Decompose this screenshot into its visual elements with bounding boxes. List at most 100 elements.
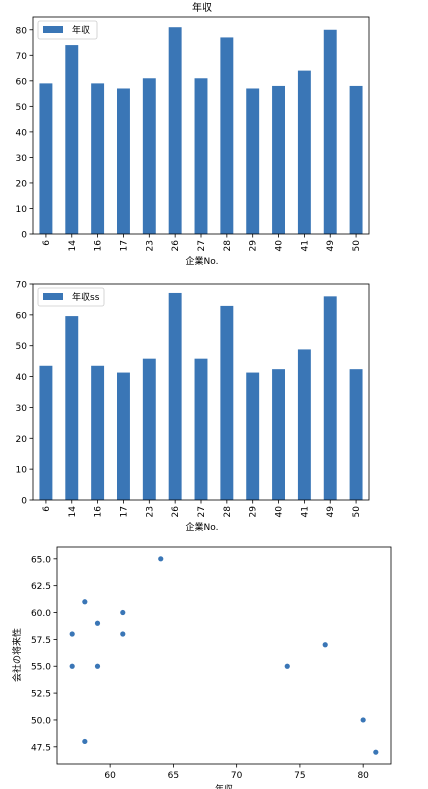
chart-3: 47.5 50.0 52.5 55.0 57.5 60.0 62.5 65.0 60 65 70 7… <box>11 546 392 789</box>
chart-2-bar <box>220 305 234 500</box>
chart-2: 0 10 20 30 40 50 60 70 6 14 16 17 23 26 27 28 29 40 41 49 5… <box>16 281 370 533</box>
chart-1-bar <box>168 27 182 235</box>
chart-1-x-tick-label: 17 <box>119 240 129 251</box>
chart-1-bar <box>117 88 130 234</box>
chart-3-y-tick-label: 47.5 <box>31 743 51 753</box>
chart-1-title: 年収 <box>192 1 212 14</box>
chart-2-bar <box>349 369 363 500</box>
chart-2-x-tick-label: 28 <box>223 506 233 518</box>
chart-3-point <box>284 663 290 669</box>
chart-1-bar <box>272 85 285 234</box>
chart-2-bar <box>39 365 53 500</box>
chart-1-y-tick-label: 20 <box>16 179 28 189</box>
chart-2-bar <box>117 372 130 500</box>
chart-3-point <box>94 620 101 626</box>
chart-3-point <box>373 749 379 755</box>
chart-3-point <box>322 642 328 648</box>
chart-3-x-tick-label: 65 <box>168 771 179 781</box>
chart-1-x-tick-label: 26 <box>171 240 181 252</box>
chart-1-y-tick-label: 60 <box>16 77 28 87</box>
chart-2-bar <box>194 358 208 500</box>
chart-2-y-tick-label: 20 <box>16 435 28 445</box>
chart-1-x-tick-label: 28 <box>223 240 233 252</box>
chart-1-x-label: 企業No. <box>186 255 219 267</box>
chart-2-y-axis: 0 10 20 30 40 50 60 70 <box>16 281 33 507</box>
chart-1-x-tick-label: 16 <box>94 240 104 252</box>
chart-2-x-tick-label: 23 <box>145 506 155 517</box>
chart-2-y-tick-label: 0 <box>21 497 27 507</box>
chart-1-legend: 年収 <box>37 20 98 40</box>
chart-1-y-tick-label: 10 <box>16 205 28 215</box>
chart-3-y-axis: 47.5 50.0 52.5 55.0 57.5 60.0 62.5 65.0 <box>31 555 57 753</box>
chart-2-legend-swatch <box>43 293 63 300</box>
chart-2-x-tick-label: 27 <box>197 506 207 517</box>
chart-3-point <box>158 556 164 562</box>
chart-1-x-tick-label: 50 <box>352 240 362 252</box>
chart-3-y-tick-label: 52.5 <box>31 690 51 700</box>
chart-3-y-tick-label: 55.0 <box>31 663 51 673</box>
chart-1-bar <box>297 70 311 235</box>
chart-3-point <box>120 609 126 616</box>
chart-1-legend-swatch <box>43 26 63 33</box>
chart-1-y-tick-label: 70 <box>16 52 28 62</box>
chart-3-point <box>82 599 88 605</box>
chart-3-x-tick-label: 70 <box>231 771 243 781</box>
chart-2-bar <box>142 358 156 500</box>
chart-3-point <box>82 738 88 745</box>
chart-1-x-axis: 6 14 16 17 23 26 27 28 29 40 41 49 50 <box>42 234 362 251</box>
chart-2-legend-box <box>37 287 105 307</box>
chart-1-y-tick-label: 40 <box>16 128 28 138</box>
chart-1-x-tick-label: 41 <box>300 240 310 251</box>
chart-3-y-label: 会社の将来性 <box>11 628 23 682</box>
chart-1-bar <box>91 83 105 235</box>
chart-1-y-tick-label: 0 <box>21 231 27 241</box>
chart-3-point <box>120 631 126 637</box>
chart-2-x-tick-label: 41 <box>300 506 310 517</box>
chart-1-legend-box <box>37 20 98 40</box>
chart-3-y-tick-label: 57.5 <box>31 636 51 646</box>
chart-2-y-tick-label: 40 <box>16 373 28 383</box>
chart-2-bar <box>65 316 79 500</box>
chart-2-bars <box>39 292 363 500</box>
chart-2-x-tick-label: 14 <box>68 506 78 518</box>
chart-2-x-label: 企業No. <box>186 521 219 533</box>
chart-2-x-tick-label: 6 <box>42 506 52 512</box>
chart-3-point <box>360 717 366 723</box>
chart-3-x-label: 年収 <box>215 783 233 789</box>
chart-2-x-tick-label: 17 <box>119 506 129 517</box>
chart-3-y-tick-label: 50.0 <box>31 716 51 726</box>
chart-2-x-tick-label: 40 <box>275 506 285 518</box>
chart-2-legend: 年収ss <box>37 287 105 307</box>
chart-1-legend-label: 年収 <box>72 24 90 36</box>
chart-2-x-tick-label: 50 <box>352 506 362 518</box>
chart-1-x-tick-label: 6 <box>42 240 52 246</box>
chart-1-bar <box>39 83 53 235</box>
chart-2-x-tick-label: 29 <box>249 506 259 518</box>
chart-1-y-tick-label: 50 <box>16 103 28 113</box>
chart-2-y-tick-label: 70 <box>16 281 28 291</box>
chart-2-y-tick-label: 60 <box>16 311 28 321</box>
chart-3-y-tick-label: 62.5 <box>31 582 51 592</box>
chart-1-bar <box>142 78 156 234</box>
chart-2-bar <box>168 292 182 500</box>
chart-1-bar <box>194 78 208 234</box>
chart-2-y-tick-label: 50 <box>16 342 28 352</box>
chart-1-x-tick-label: 23 <box>145 240 155 251</box>
chart-1-bar <box>220 37 234 235</box>
chart-1-y-tick-label: 80 <box>16 26 28 36</box>
chart-1-bar <box>349 85 363 234</box>
chart-1-y-tick-label: 30 <box>16 154 28 164</box>
chart-1-bar <box>65 45 79 234</box>
chart-2-bar <box>272 369 285 500</box>
chart-2-legend-label: 年収ss <box>72 291 100 303</box>
chart-1-x-tick-label: 40 <box>275 240 285 252</box>
chart-1: 年収 0 10 20 30 40 50 60 70 80 6 14 16 17 23 26 27 28 29 40… <box>16 1 370 267</box>
chart-1-x-tick-label: 49 <box>326 240 336 252</box>
chart-3-x-tick-label: 75 <box>294 771 305 781</box>
chart-3-point <box>69 663 75 669</box>
chart-3-frame <box>56 546 392 765</box>
chart-2-y-tick-label: 30 <box>16 404 28 414</box>
chart-1-bars <box>39 27 363 235</box>
chart-2-x-axis: 6 14 16 17 23 26 27 28 29 40 41 49 50 <box>42 500 362 517</box>
chart-2-bar <box>91 365 105 500</box>
